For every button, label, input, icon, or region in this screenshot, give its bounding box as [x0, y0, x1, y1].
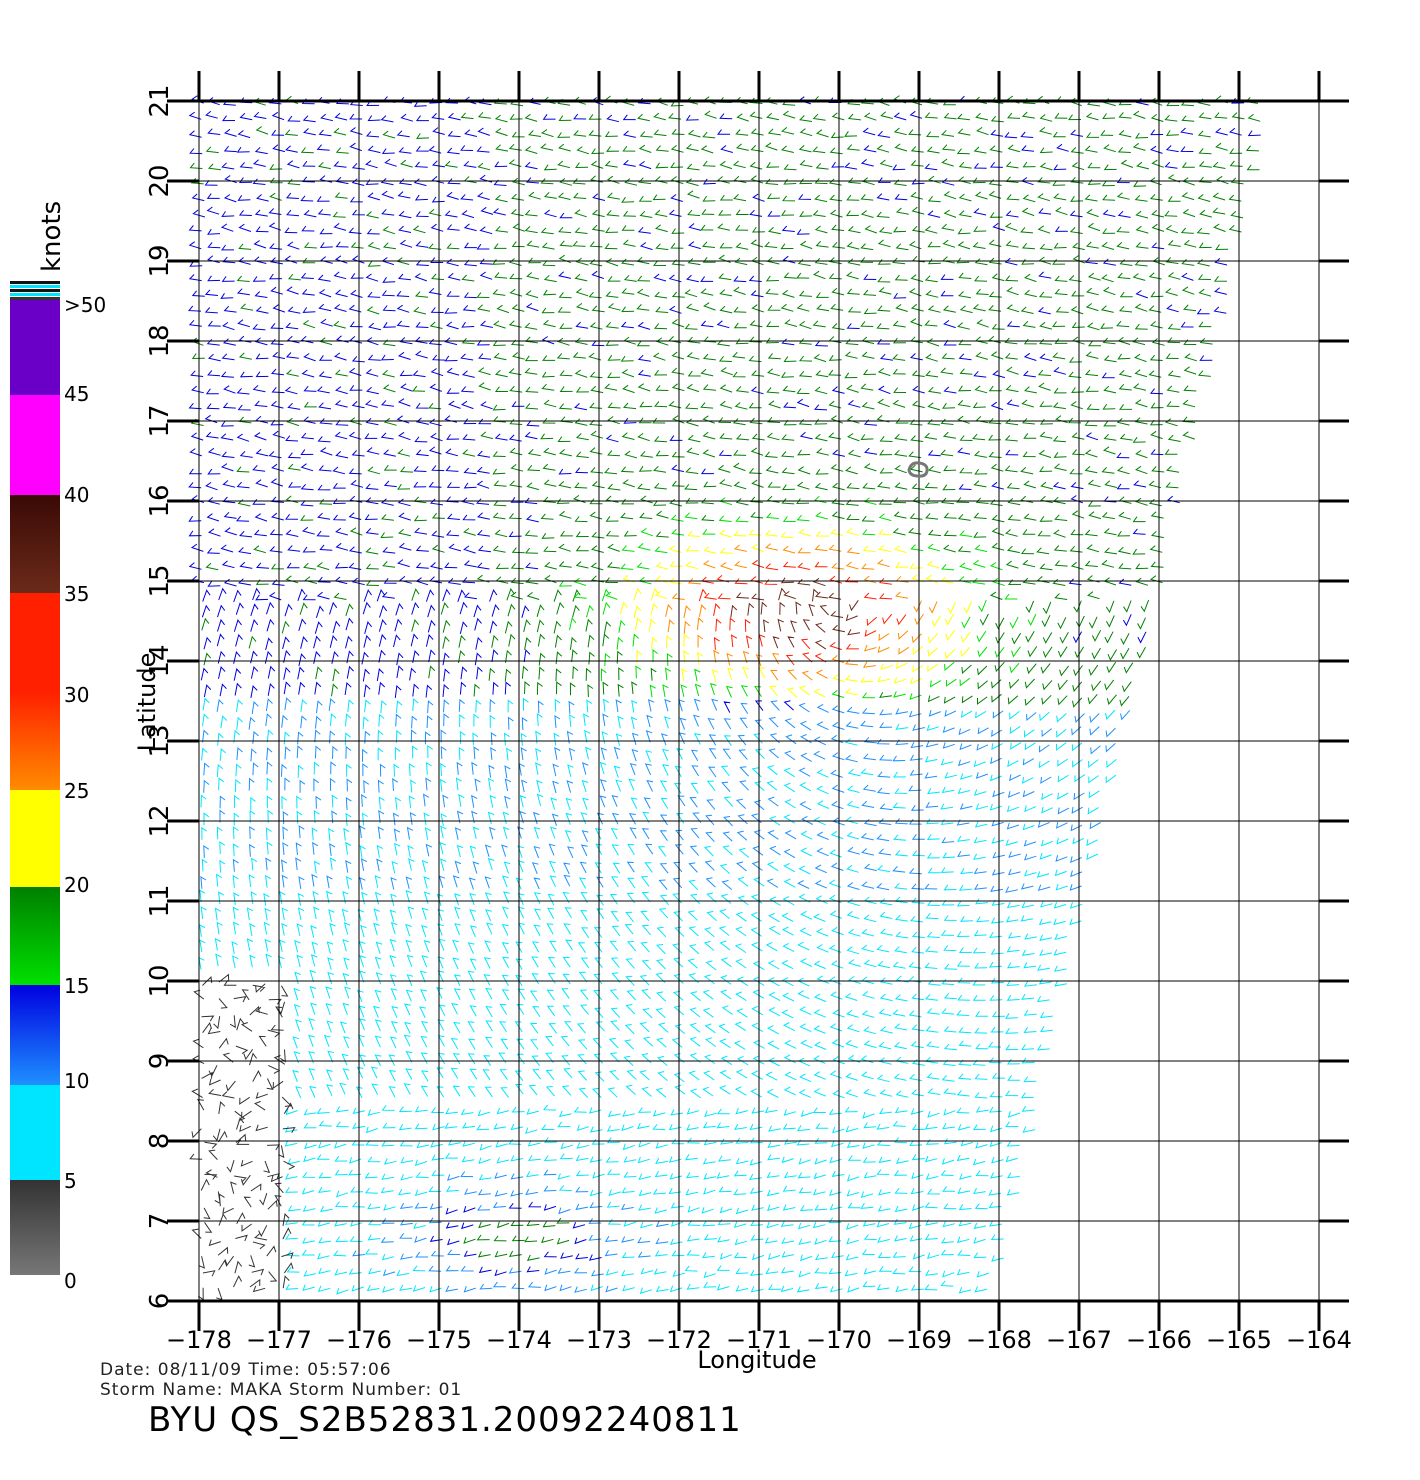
colorbar-tick-label: 20 [64, 873, 89, 897]
lon-tick-label: −170 [806, 1326, 872, 1354]
colorbar-tick-label: 10 [64, 1069, 89, 1093]
lon-tick-label: −175 [406, 1326, 472, 1354]
lat-tick-label: 13 [145, 724, 175, 757]
lat-tick-label: 16 [145, 484, 175, 517]
lat-tick-label: 21 [145, 84, 175, 117]
lon-tick-label: −169 [886, 1326, 952, 1354]
colorbar-segment [10, 790, 60, 887]
colorbar-tick-label: 0 [64, 1269, 77, 1293]
wind-barb-group [200, 697, 1131, 1293]
wind-speed-colorbar [10, 281, 60, 1275]
lat-tick-label: 14 [145, 644, 175, 677]
lat-tick-label: 12 [145, 804, 175, 837]
colorbar-segment [10, 395, 60, 495]
lon-tick-label: −166 [1126, 1326, 1192, 1354]
product-id-line: BYU QS_S2B52831.20092240811 [148, 1400, 742, 1440]
lon-tick-label: −165 [1206, 1326, 1272, 1354]
lon-tick-label: −172 [646, 1326, 712, 1354]
colorbar-tick-label: 40 [64, 483, 89, 507]
latitude-tick-labels: 6 7 8 9 10 11 12 13 14 15 16 17 18 19 20 21 [145, 84, 175, 1309]
wind-barb-group [665, 543, 938, 681]
lon-tick-label: −173 [566, 1326, 632, 1354]
lat-tick-label: 8 [145, 1133, 175, 1150]
lon-tick-label: −176 [326, 1326, 392, 1354]
colorbar-tick-label: 25 [64, 779, 89, 803]
colorbar-segment [10, 985, 60, 1085]
lat-tick-label: 9 [145, 1053, 175, 1070]
lon-tick-label: −171 [726, 1326, 792, 1354]
lat-tick-label: 10 [145, 964, 175, 997]
colorbar-tick-label: 15 [64, 974, 89, 998]
lat-tick-label: 6 [145, 1293, 175, 1310]
lat-tick-label: 11 [145, 884, 175, 917]
colorbar-unit-label: knots [37, 201, 67, 272]
lat-tick-label: 19 [145, 244, 175, 277]
colorbar-segment [10, 1180, 60, 1275]
lat-tick-label: 20 [145, 164, 175, 197]
date-time-line: Date: 08/11/09 Time: 05:57:06 [100, 1360, 392, 1380]
colorbar-segment [10, 495, 60, 593]
colorbar-segment [10, 692, 60, 790]
y-axis-label: Latitude [133, 653, 161, 752]
colorbar-tick-label: 5 [64, 1169, 77, 1193]
colorbar-tick-label: 30 [64, 683, 89, 707]
lat-lon-grid [167, 71, 1349, 1331]
lon-tick-label: −177 [246, 1326, 312, 1354]
lon-tick-label: −174 [486, 1326, 552, 1354]
lon-tick-label: −178 [166, 1326, 232, 1354]
colorbar-tick-label: >50 [64, 293, 106, 317]
colorbar-segment [10, 300, 60, 395]
lon-tick-label: −168 [966, 1326, 1032, 1354]
lat-tick-label: 15 [145, 564, 175, 597]
lon-tick-label: −164 [1286, 1326, 1352, 1354]
colorbar-segment [10, 593, 60, 692]
wind-barb-group [189, 973, 296, 1301]
wind-barb-field [187, 95, 1261, 1301]
wind-barb-group [619, 528, 972, 698]
wind-barb-group [558, 495, 1037, 700]
x-axis-label: Longitude [697, 1346, 816, 1374]
wind-barb-group [198, 697, 1117, 1295]
wind-barb-group [187, 95, 1261, 1277]
wind-barb-group [730, 577, 861, 650]
storm-name-line: Storm Name: MAKA Storm Number: 01 [100, 1380, 463, 1400]
colorbar-tick-label: 35 [64, 582, 89, 606]
lon-tick-label: −167 [1046, 1326, 1112, 1354]
colorbar-tick-label: 45 [64, 382, 89, 406]
longitude-tick-labels: −178 −177 −176 −175 −174 −173 −172 −171 −170 −169… [166, 1326, 1352, 1354]
colorbar-segment [10, 1085, 60, 1180]
wind-barb-group [698, 559, 907, 666]
storm-center-icon [907, 461, 929, 478]
storm-center-marker [907, 461, 929, 478]
colorbar-labels: >50 45 40 35 30 25 20 15 10 5 0 [64, 293, 106, 1293]
colorbar-segment [10, 887, 60, 985]
lat-tick-label: 7 [145, 1213, 175, 1230]
lat-tick-label: 18 [145, 324, 175, 357]
lat-tick-label: 17 [145, 404, 175, 437]
